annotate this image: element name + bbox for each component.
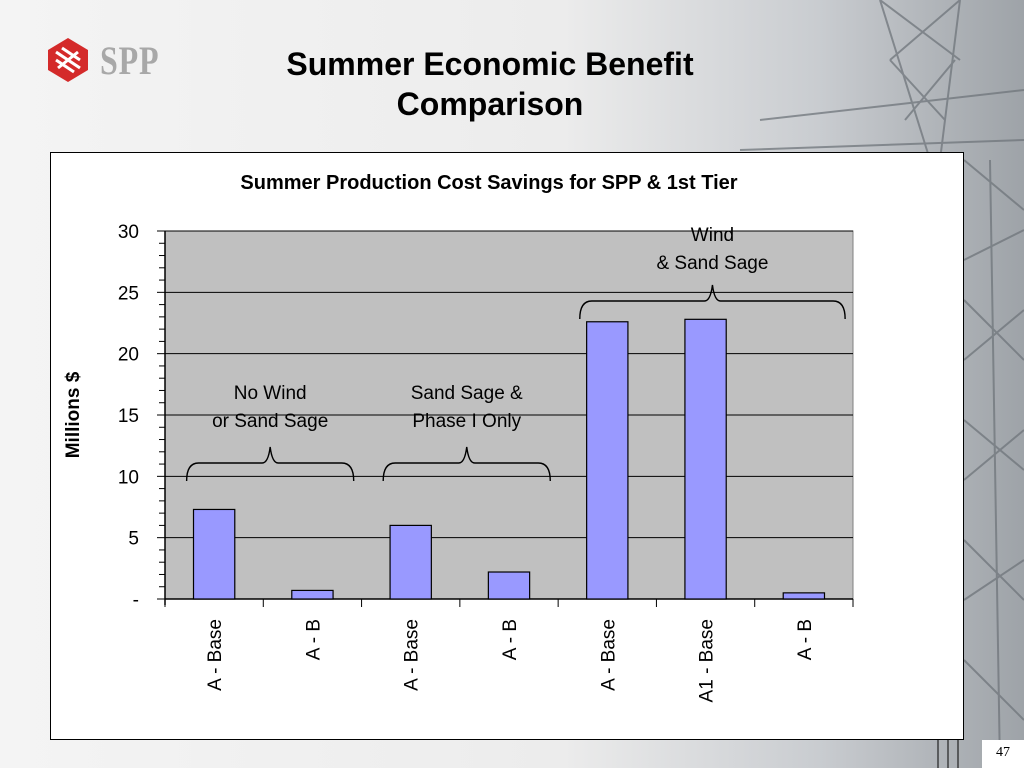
bar [291,589,334,600]
spp-logo-icon [48,38,88,82]
bar [782,592,826,600]
slide-title-line1: Summer Economic Benefit [286,46,694,82]
y-tick-label: 25 [118,283,139,304]
x-category-label: A1 - Base [697,619,718,702]
x-category-label: A - B [303,619,324,660]
x-category-label: A - B [795,619,816,660]
page-number: 47 [982,740,1024,768]
group-label-line2: & Sand Sage [656,253,768,274]
group-label-line1: No Wind [234,383,307,404]
chart-frame: Summer Production Cost Savings for SPP &… [50,152,964,740]
spp-logo: SPP [44,36,174,84]
bar-chart: Summer Production Cost Savings for SPP &… [63,172,854,702]
x-category-label: A - Base [205,619,226,691]
y-tick-label: 15 [118,406,139,427]
y-axis-label: Millions $ [63,371,84,458]
bar [586,321,629,600]
bar [192,508,236,600]
group-brace [579,284,846,320]
group-label-line1: Sand Sage & [411,383,523,404]
y-tick-label: - [133,590,139,611]
group-label-line2: Phase I Only [412,411,521,432]
bar [487,571,531,600]
x-category-label: A - Base [598,619,619,691]
y-tick-label: 5 [128,529,139,550]
x-category-label: A - B [500,619,521,660]
group-label-line2: or Sand Sage [212,411,328,432]
chart-title: Summer Production Cost Savings for SPP &… [240,172,737,194]
x-category-label: A - Base [402,619,423,691]
logo-text: SPP [100,37,160,83]
y-tick-label: 10 [118,467,139,488]
y-tick-label: 30 [118,222,139,243]
group-brace [382,446,551,482]
slide-title-line2: Comparison [396,86,584,122]
slide-title: Summer Economic Benefit Comparison [180,44,800,124]
group-label-line1: Wind [691,225,734,246]
bar [389,524,432,600]
group-brace [185,446,355,482]
y-tick-label: 20 [118,345,139,366]
bar [684,318,727,600]
